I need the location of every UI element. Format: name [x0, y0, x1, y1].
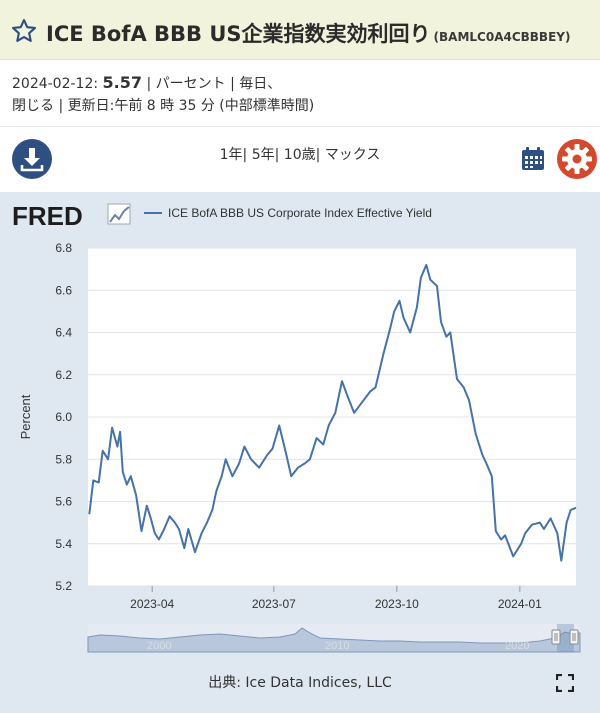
- y-axis-label: Percent: [18, 394, 33, 439]
- navigator-label-2020: 2020: [505, 640, 529, 652]
- range-1y[interactable]: 1年|: [219, 147, 248, 163]
- y-tick-label: 6.6: [55, 283, 72, 297]
- x-tick-label: 2024-01: [498, 597, 542, 611]
- y-axis: 5.2 5.4 5.6 5.8 6.0 6.2 6.4 6.6 6.8: [55, 241, 72, 593]
- series-line: [88, 263, 577, 562]
- page-title: ICE BofA BBB US企業指数実効利回り (BAMLC0A4CBBBEY): [46, 18, 570, 48]
- x-tick-label: 2023-07: [252, 597, 296, 611]
- calendar-icon[interactable]: [520, 146, 546, 172]
- download-button[interactable]: [12, 139, 52, 179]
- range-10y[interactable]: 10歳|: [283, 147, 321, 163]
- series-meta: 2024-02-12: 5.57 | パーセント | 毎日、 閉じる | 更新日…: [12, 72, 592, 117]
- series-id: (BAMLC0A4CBBBEY): [433, 30, 571, 44]
- download-icon: [20, 148, 44, 172]
- navigator-label-2010: 2010: [325, 640, 349, 652]
- fullscreen-icon[interactable]: [556, 674, 574, 692]
- y-tick-label: 6.2: [55, 368, 72, 382]
- gear-icon: [557, 139, 597, 179]
- y-tick-label: 6.0: [55, 410, 72, 424]
- page-header: ICE BofA BBB US企業指数実効利回り (BAMLC0A4CBBBEY): [0, 0, 600, 60]
- divider: [0, 126, 600, 127]
- chart: FRED ICE BofA BBB US Corporate Index Eff…: [12, 201, 581, 653]
- navigator-label-2000: 2000: [147, 640, 171, 652]
- fred-logo-text: FRED: [12, 201, 83, 231]
- navigator-handle-right[interactable]: [569, 629, 579, 645]
- range-selector: 1年| 5年| 10歳| マックス: [0, 144, 600, 164]
- fred-logo: FRED: [12, 201, 131, 231]
- chart-panel: FRED ICE BofA BBB US Corporate Index Eff…: [0, 192, 600, 713]
- updated-info: 閉じる | 更新日:午前 8 時 35 分 (中部標準時間): [12, 98, 315, 114]
- series-title: ICE BofA BBB US企業指数実効利回り: [46, 22, 431, 46]
- x-tick-label: 2023-04: [130, 597, 174, 611]
- source-note: 出典: Ice Data Indices, LLC: [208, 675, 392, 691]
- y-tick-label: 5.6: [55, 495, 72, 509]
- legend-label: ICE BofA BBB US Corporate Index Effectiv…: [168, 206, 432, 220]
- fred-logo-icon: [107, 203, 131, 225]
- observation-value: 5.57: [102, 73, 143, 92]
- y-tick-label: 6.4: [55, 326, 72, 340]
- navigator-area: [87, 627, 581, 653]
- range-5y[interactable]: 5年|: [251, 147, 280, 163]
- navigator-handle-left[interactable]: [551, 629, 561, 645]
- y-tick-label: 6.8: [55, 241, 72, 255]
- settings-button[interactable]: [556, 138, 598, 180]
- y-tick-label: 5.8: [55, 452, 72, 466]
- grid: [88, 247, 576, 587]
- y-tick-label: 5.2: [55, 579, 72, 593]
- navigator[interactable]: 2000 2010 2020: [87, 624, 581, 653]
- range-max[interactable]: マックス: [324, 147, 381, 163]
- x-axis: 2023-04 2023-07 2023-10 2024-01: [130, 586, 542, 611]
- x-tick-label: 2023-10: [375, 597, 419, 611]
- units-frequency: | パーセント | 毎日、: [146, 76, 282, 92]
- y-tick-label: 5.4: [55, 537, 72, 551]
- observation-date: 2024-02-12:: [12, 76, 99, 92]
- star-icon[interactable]: [10, 17, 38, 45]
